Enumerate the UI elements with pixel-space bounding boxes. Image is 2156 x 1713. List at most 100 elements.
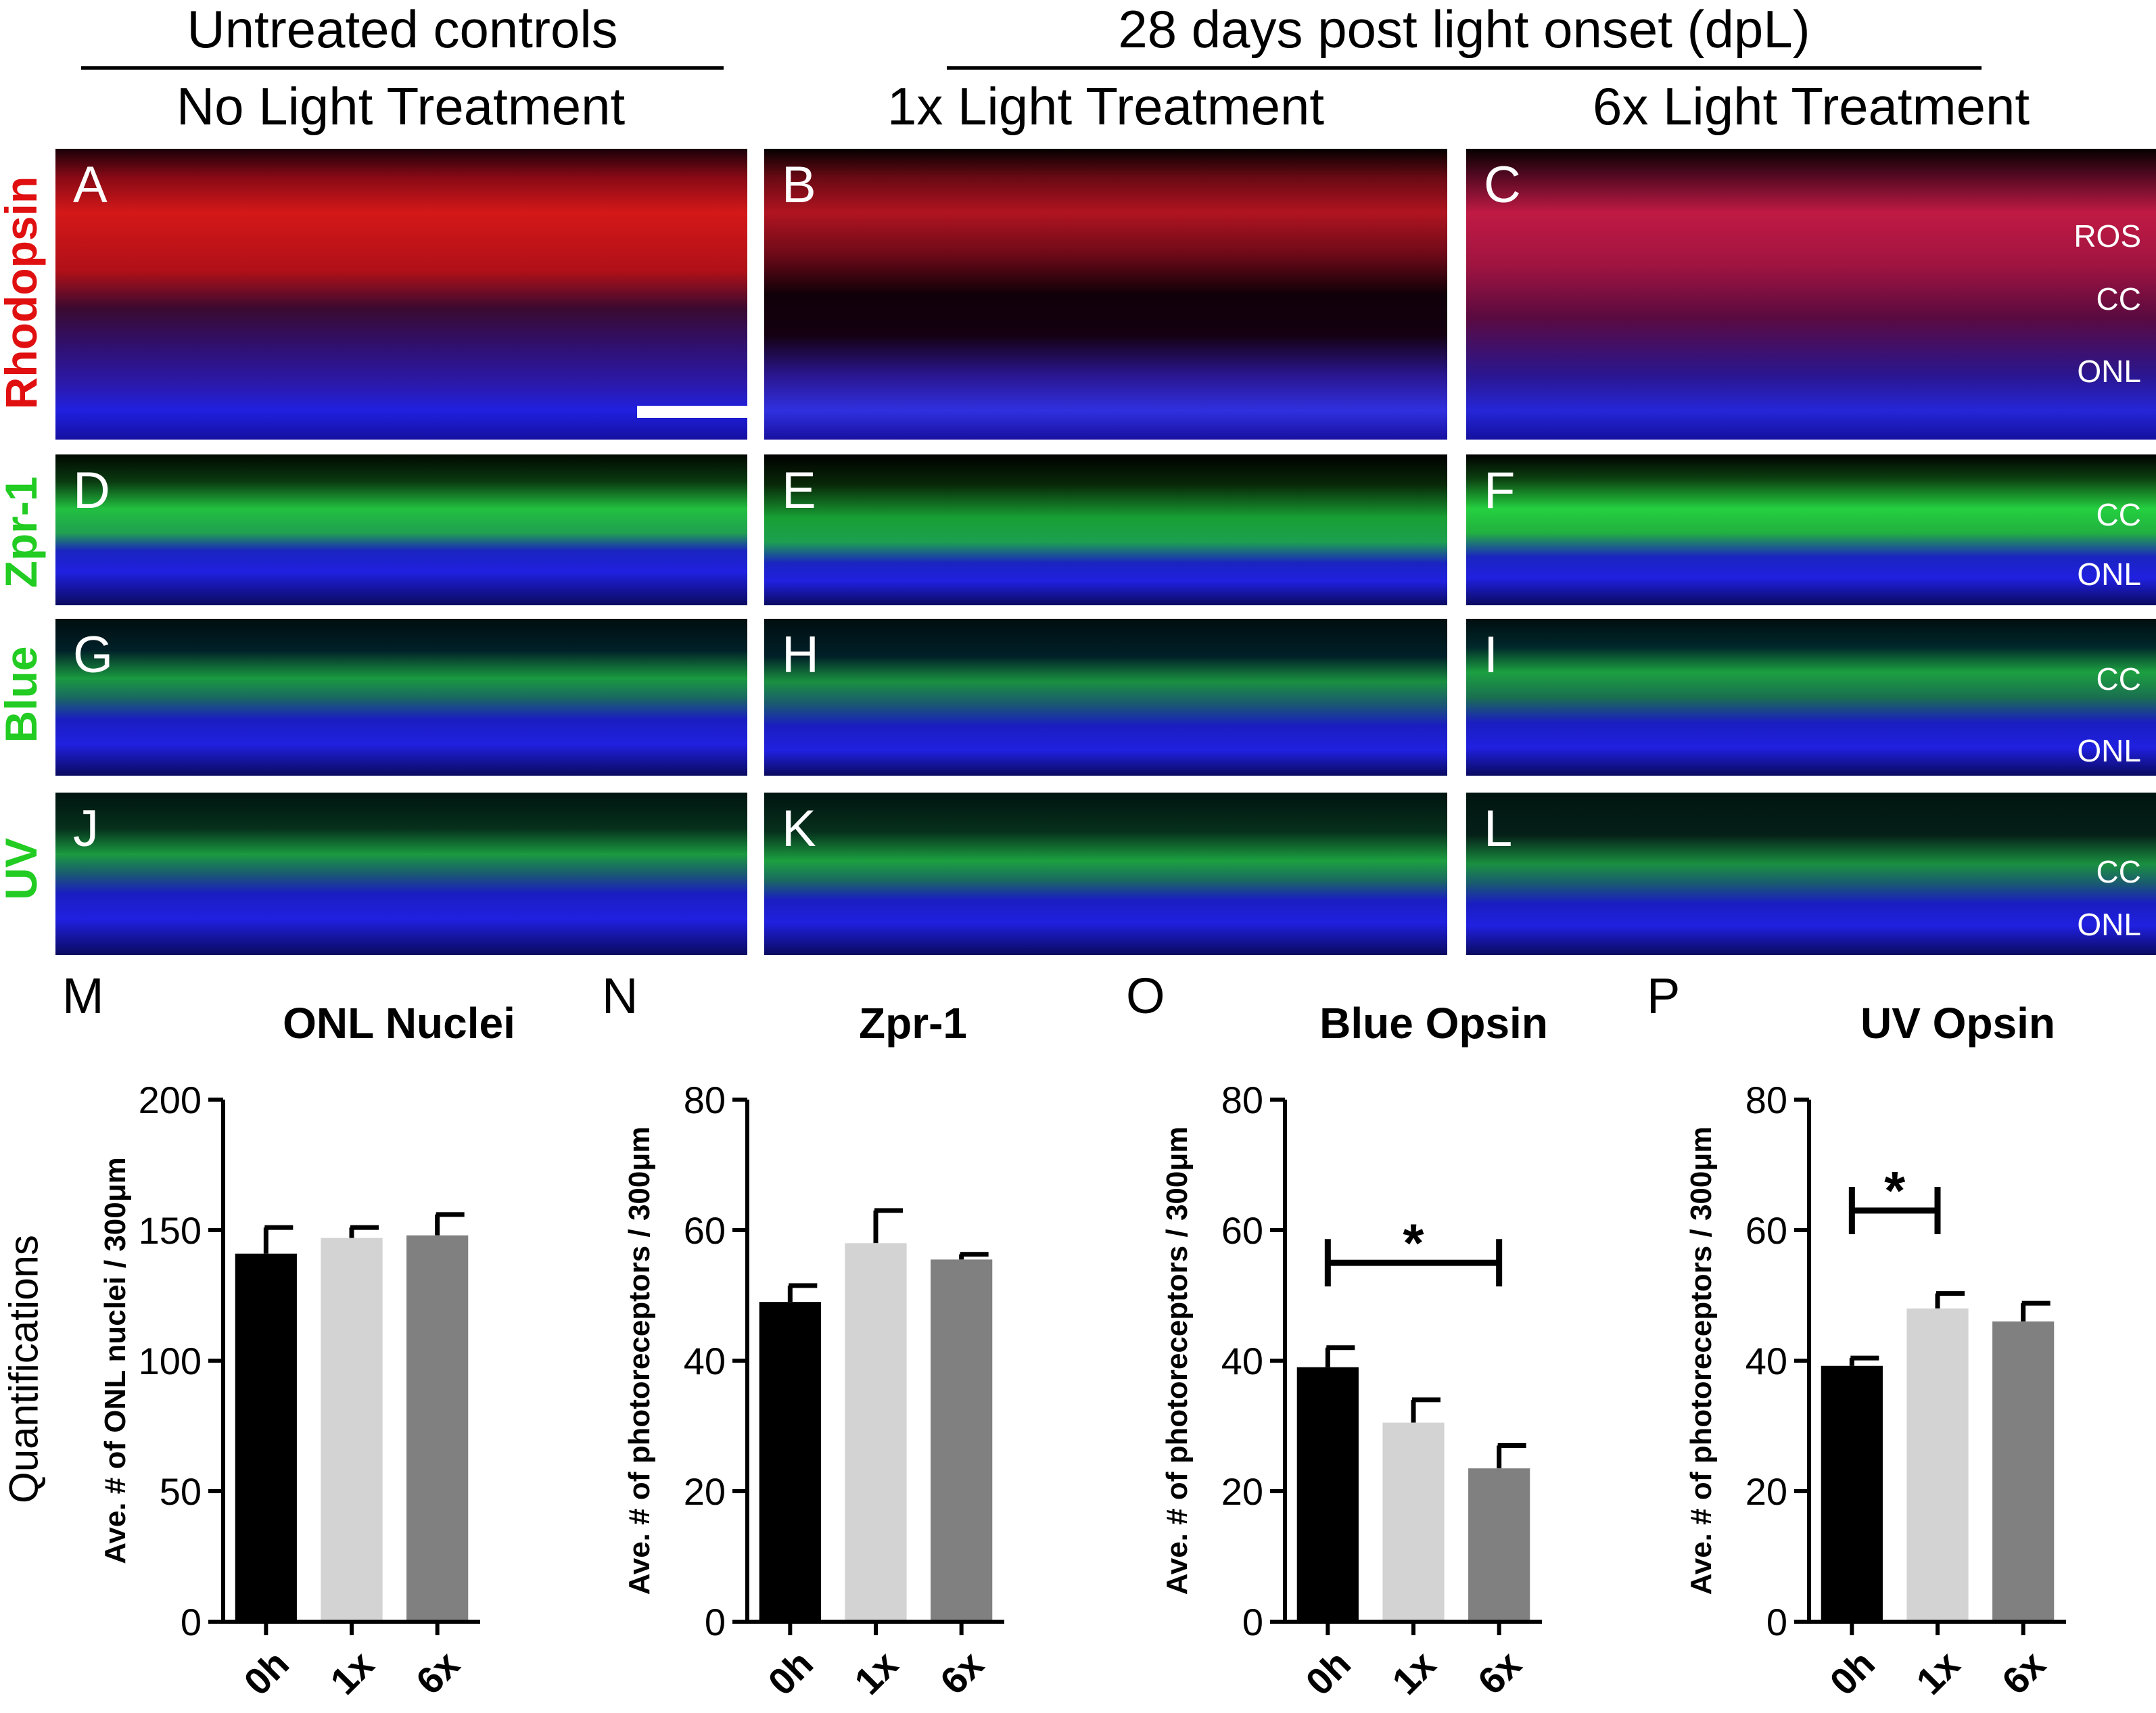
panel-letter-e: E (782, 462, 816, 519)
layer-label-cc: CC (2096, 854, 2141, 889)
y-tick-label: 100 (139, 1340, 202, 1382)
x-tick-label: 0h (1821, 1642, 1883, 1704)
panel-letter-c: C (1484, 156, 1521, 214)
bar-1x (1382, 1422, 1445, 1622)
bar-1x (845, 1243, 907, 1622)
y-axis-label: Ave. # of ONL nuclei / 300μm (99, 1157, 132, 1564)
bar-0h (759, 1302, 821, 1622)
chart-p: 0h 1x 6x 0 20 40 60 80 Ave. # of photoreceptors … (1685, 1079, 2066, 1704)
y-tick-label: 80 (1745, 1079, 1787, 1121)
x-tick-label: 1x (1908, 1643, 1968, 1703)
x-tick-label: 0h (759, 1642, 821, 1704)
significance-star: * (1403, 1213, 1424, 1273)
layer-label-onl: ONL (2077, 354, 2141, 389)
y-axis-label: Ave. # of photoreceptors / 300μm (1685, 1127, 1718, 1595)
bar-1x (321, 1238, 383, 1622)
y-tick-label: 0 (181, 1601, 202, 1643)
bar-6x (406, 1235, 469, 1622)
header-underline-untreated (81, 66, 724, 70)
chart-letter-n: N (602, 968, 638, 1024)
micrograph-panel-j: J (55, 793, 747, 955)
bar-1x (1906, 1308, 1969, 1622)
column-title-1x-light: 1x Light Treatment (887, 76, 1324, 136)
significance-star: * (1884, 1160, 1906, 1221)
y-tick-label: 60 (1221, 1209, 1263, 1252)
y-tick-label: 50 (160, 1470, 202, 1513)
x-tick-label: 0h (235, 1642, 297, 1704)
row-label-uv: UV (0, 838, 46, 900)
column-title-no-light: No Light Treatment (176, 76, 626, 136)
x-tick-label: 6x (932, 1643, 992, 1703)
bar-0h (1821, 1365, 1883, 1622)
micrograph-panel-b: B (764, 149, 1447, 440)
header-untreated-controls: Untreated controls (187, 0, 618, 59)
layer-label-onl: ONL (2077, 733, 2141, 768)
bar-0h (235, 1253, 297, 1622)
bar-6x (931, 1259, 993, 1622)
y-tick-label: 0 (1242, 1601, 1263, 1643)
y-tick-label: 40 (1745, 1340, 1787, 1382)
micrograph-panel-c: C ROS CC ONL (1466, 149, 2156, 440)
x-tick-label: 0h (1297, 1642, 1359, 1704)
y-axis-label: Ave. # of photoreceptors / 300μm (623, 1127, 656, 1595)
y-tick-label: 200 (139, 1079, 202, 1121)
x-tick-label: 6x (408, 1643, 468, 1703)
y-tick-label: 0 (705, 1601, 726, 1643)
x-tick-label: 1x (322, 1643, 382, 1703)
layer-label-onl: ONL (2077, 907, 2141, 942)
chart-n: 0h 1x 6x 0 20 40 60 80 Ave. # of photoreceptors … (623, 1079, 1004, 1704)
x-tick-label: 1x (846, 1643, 906, 1703)
y-tick-label: 20 (684, 1470, 726, 1513)
micrograph-panel-i: I CC ONL (1466, 619, 2156, 776)
panel-letter-f: F (1484, 462, 1516, 519)
panel-letter-b: B (782, 156, 816, 214)
y-axis-label: Ave. # of photoreceptors / 300μm (1161, 1127, 1194, 1595)
panel-letter-d: D (73, 462, 110, 519)
y-tick-label: 80 (1221, 1079, 1263, 1121)
chart-title-blue-opsin: Blue Opsin (1319, 999, 1548, 1048)
header-28-dpl: 28 days post light onset (dpL) (1118, 0, 1810, 59)
y-tick-label: 20 (1221, 1470, 1263, 1513)
micrograph-panel-k: K (764, 793, 1447, 955)
layer-label-ros: ROS (2073, 218, 2141, 254)
x-tick-label: 6x (1470, 1643, 1530, 1703)
micrograph-panel-d: D (55, 454, 747, 605)
layer-label-onl: ONL (2077, 557, 2141, 592)
bar-6x (1992, 1321, 2055, 1622)
row-label-rhodopsin: Rhodopsin (0, 176, 46, 410)
header-underline-dpl (947, 66, 1982, 70)
chart-title-uv-opsin: UV Opsin (1860, 999, 2056, 1048)
y-tick-label: 60 (1745, 1209, 1787, 1252)
y-tick-label: 0 (1766, 1601, 1787, 1643)
layer-label-cc: CC (2096, 497, 2141, 532)
chart-letter-p: P (1647, 968, 1681, 1024)
micrograph-panel-f: F CC ONL (1466, 454, 2156, 605)
chart-letter-o: O (1126, 968, 1165, 1024)
x-tick-label: 1x (1384, 1643, 1444, 1703)
chart-title-onl-nuclei: ONL Nuclei (283, 999, 515, 1048)
x-tick-label: 6x (1994, 1643, 2054, 1703)
y-tick-label: 40 (684, 1340, 726, 1382)
y-tick-label: 60 (684, 1209, 726, 1252)
y-tick-label: 40 (1221, 1340, 1263, 1382)
panel-letter-k: K (782, 800, 816, 858)
column-title-6x-light: 6x Light Treatment (1592, 76, 2030, 136)
panel-letter-i: I (1484, 626, 1499, 684)
bar-6x (1468, 1468, 1530, 1622)
bar-0h (1296, 1367, 1359, 1622)
micrograph-panel-a: A (55, 149, 747, 440)
micrograph-panel-g: G (55, 619, 747, 776)
panel-letter-a: A (73, 156, 108, 214)
panel-letter-j: J (73, 800, 99, 858)
scale-bar (637, 406, 747, 418)
y-tick-label: 80 (684, 1079, 726, 1121)
panel-letter-g: G (73, 626, 114, 684)
micrograph-panel-e: E (764, 454, 1447, 605)
y-tick-label: 150 (139, 1209, 202, 1252)
panel-letter-h: H (782, 626, 819, 684)
panel-letter-l: L (1484, 800, 1513, 858)
y-tick-label: 20 (1745, 1470, 1787, 1513)
chart-m: 0h 1x 6x 0 50 100 150 200 Ave. # of ONL nuclei /… (99, 1079, 480, 1704)
chart-letter-m: M (62, 968, 104, 1024)
layer-label-cc: CC (2096, 661, 2141, 697)
